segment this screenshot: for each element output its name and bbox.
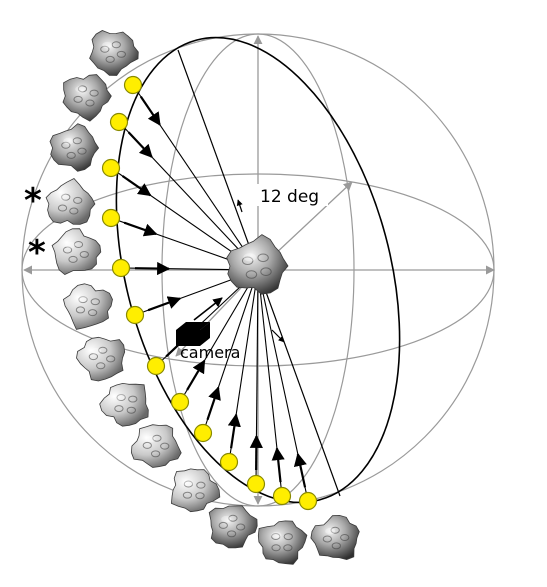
target-asteroid	[227, 235, 288, 295]
light-position-dot	[221, 454, 238, 471]
light-position-dot	[103, 160, 120, 177]
angle-label: 12 deg	[260, 187, 319, 207]
light-position-dot	[148, 358, 165, 375]
rendered-view-thumbnail	[311, 515, 359, 559]
rendered-view-thumbnail	[77, 337, 125, 381]
light-direction-arrow	[277, 448, 281, 482]
target-asteroid-shape	[227, 235, 288, 295]
rendered-view-thumbnail	[63, 284, 112, 330]
rendered-view-thumbnail	[209, 506, 257, 548]
light-direction-arrow	[141, 97, 160, 125]
angle-tick-upper	[238, 200, 242, 212]
light-direction-arrow	[129, 132, 152, 157]
light-direction-arrow	[231, 415, 236, 449]
light-position-dot	[248, 476, 265, 493]
light-position-dot	[172, 394, 189, 411]
rendered-view-thumbnail	[52, 229, 101, 275]
camera-label: camera	[180, 343, 240, 362]
rendered-views	[46, 31, 359, 565]
asterisk-marker: *	[24, 181, 42, 221]
light-direction-arrow	[187, 361, 204, 390]
rendered-view-thumbnail	[46, 179, 95, 225]
light-direction-arrow	[207, 388, 218, 420]
light-position-dot	[195, 425, 212, 442]
light-direction-arrow	[148, 299, 180, 311]
light-position-dot	[113, 260, 130, 277]
rendered-view-thumbnail	[90, 31, 139, 76]
camera-icon	[176, 298, 222, 346]
light-position-dot	[125, 77, 142, 94]
rendered-view-thumbnail	[131, 425, 181, 468]
light-position-dot	[127, 307, 144, 324]
asterisk-marker: *	[28, 233, 46, 273]
light-position-dot	[300, 493, 317, 510]
light-direction-arrow	[124, 223, 156, 234]
angle-ref-line-top	[178, 50, 258, 270]
rendered-view-thumbnail	[258, 521, 307, 564]
light-position-dot	[274, 488, 291, 505]
rendered-view-thumbnail	[171, 469, 219, 512]
light-position-dot	[103, 210, 120, 227]
rendered-view-thumbnail	[100, 383, 149, 426]
light-position-dot	[111, 114, 128, 131]
rendered-view-thumbnail	[50, 124, 99, 172]
rendered-view-thumbnail	[63, 75, 111, 122]
light-direction-arrow	[298, 454, 305, 487]
